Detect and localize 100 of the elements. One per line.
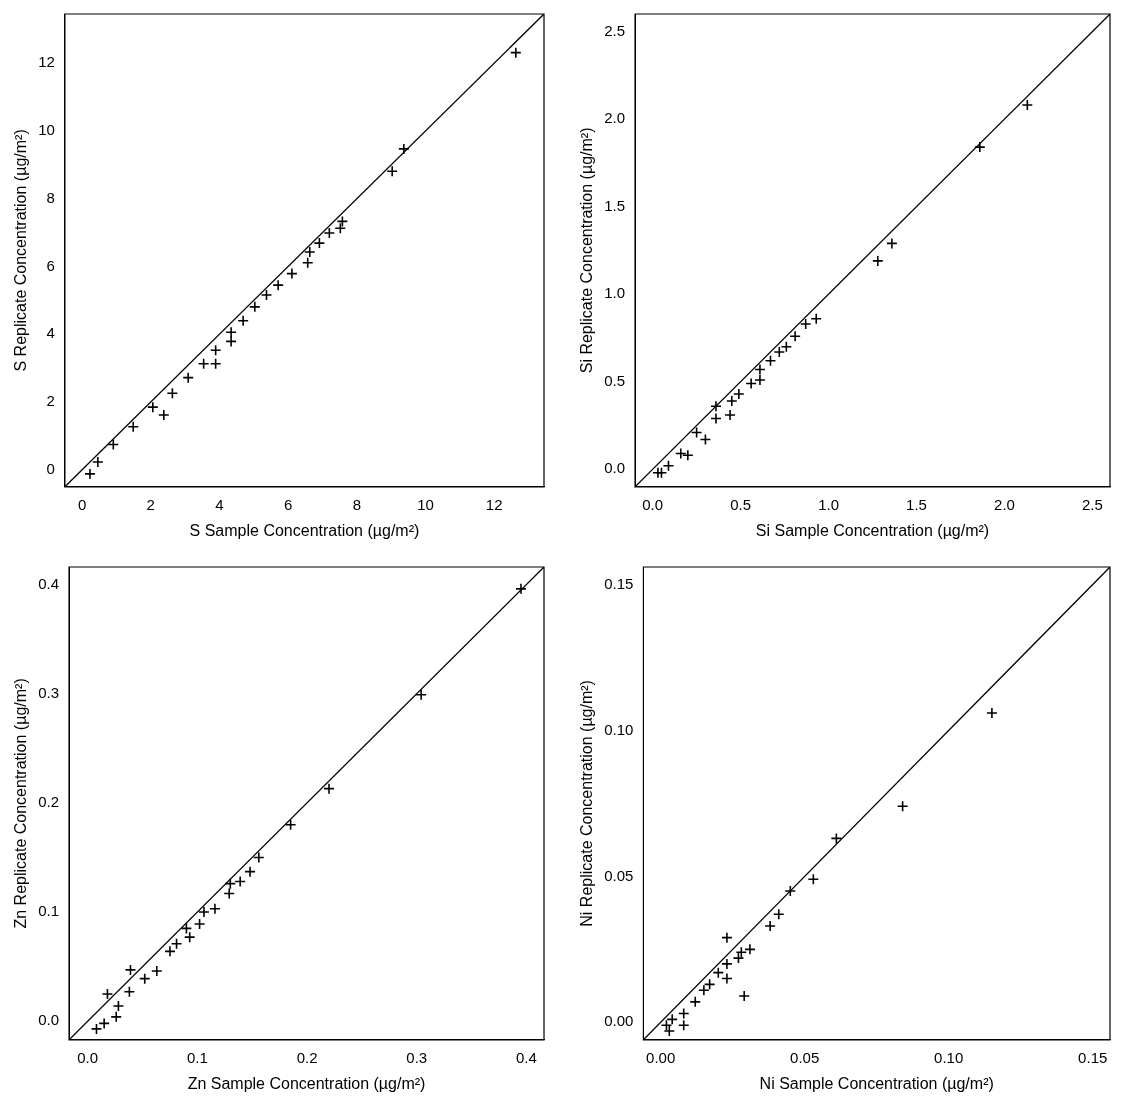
point	[724, 409, 736, 421]
y-tick-label: 0.5	[604, 371, 626, 389]
point	[284, 818, 297, 831]
y-tick-label: 12	[38, 53, 55, 71]
point	[515, 583, 527, 595]
y-tick-label: 4	[46, 324, 55, 342]
point	[225, 335, 237, 348]
point	[735, 946, 748, 959]
point	[336, 215, 349, 228]
x-tick-label: 12	[485, 495, 503, 513]
point	[733, 388, 745, 400]
x-tick-label: 6	[283, 495, 293, 513]
point	[710, 412, 722, 425]
x-axis-title: S Sample Concentration (µg/m²)	[189, 521, 420, 539]
x-tick-label: 0.15	[1078, 1048, 1108, 1066]
point	[147, 401, 159, 413]
point	[323, 227, 336, 239]
point	[209, 902, 221, 915]
point	[896, 800, 909, 813]
point	[223, 887, 235, 900]
point	[872, 255, 884, 267]
point	[689, 996, 702, 1008]
point	[789, 330, 801, 342]
y-tick-label: 0.3	[38, 683, 60, 701]
point	[386, 165, 398, 178]
point	[182, 371, 194, 384]
y-tick-label: 0.4	[38, 574, 60, 592]
point	[732, 952, 745, 964]
point	[986, 707, 998, 719]
point	[764, 920, 776, 932]
point	[784, 885, 797, 897]
point	[197, 357, 210, 370]
point	[744, 943, 756, 956]
point	[1021, 99, 1034, 111]
y-tick-label: 0.2	[38, 792, 60, 810]
y-axis-title: S Replicate Concentration (µg/m²)	[12, 129, 30, 372]
x-tick-label: 0.05	[790, 1048, 820, 1066]
point	[398, 143, 410, 155]
x-tick-label: 2.0	[994, 495, 1015, 513]
point	[677, 1007, 690, 1020]
y-tick-label: 10	[38, 121, 55, 139]
y-tick-label: 1.5	[604, 196, 626, 214]
point	[974, 141, 986, 153]
point	[662, 459, 675, 472]
point	[772, 908, 785, 921]
y-tick-label: 0	[46, 459, 55, 477]
point	[721, 972, 733, 985]
y-tick-label: 0.05	[604, 866, 634, 884]
point	[107, 438, 120, 451]
x-tick-label: 0.1	[186, 1048, 208, 1066]
y-tick-label: 1.0	[604, 284, 626, 302]
x-tick-label: 0.10	[934, 1048, 964, 1066]
point	[738, 990, 750, 1002]
point	[334, 222, 347, 234]
y-tick-label: 0.1	[38, 902, 60, 920]
point	[244, 865, 256, 878]
point	[303, 246, 316, 258]
point	[799, 318, 812, 330]
point	[652, 466, 664, 479]
y-tick-label: 2.0	[604, 109, 626, 127]
point	[124, 964, 137, 976]
point	[98, 1017, 110, 1030]
point	[726, 395, 738, 407]
y-tick-label: 0.0	[38, 1011, 60, 1029]
point	[101, 988, 114, 1000]
point	[313, 237, 326, 249]
point	[123, 985, 136, 998]
y-tick-label: 6	[46, 256, 55, 274]
point	[810, 312, 823, 325]
x-tick-label: 2	[146, 495, 155, 513]
point	[745, 377, 757, 390]
x-tick-label: 0.00	[646, 1048, 676, 1066]
point	[286, 267, 298, 280]
point	[323, 782, 335, 795]
point	[166, 387, 179, 400]
point	[698, 984, 710, 996]
x-tick-label: 8	[352, 495, 361, 513]
y-axis-title: Si Replicate Concentration (µg/m²)	[578, 127, 596, 374]
point	[92, 456, 104, 468]
x-tick-label: 0.0	[642, 495, 664, 513]
point	[710, 400, 722, 413]
x-tick-label: 0.3	[406, 1048, 428, 1066]
x-tick-label: 2.5	[1081, 495, 1103, 513]
point	[224, 877, 237, 890]
point	[180, 922, 193, 935]
point	[209, 357, 222, 370]
x-axis-title: Ni Sample Concentration (µg/m²)	[759, 1074, 994, 1092]
point	[764, 354, 777, 367]
y-tick-label: 0.15	[604, 574, 634, 592]
point	[301, 256, 314, 269]
point	[260, 289, 273, 301]
point	[151, 965, 163, 977]
point	[193, 918, 206, 930]
point	[754, 374, 766, 386]
point	[674, 447, 687, 460]
point	[183, 931, 196, 943]
point	[127, 421, 140, 433]
point	[138, 972, 151, 985]
x-tick-label: 0.5	[730, 495, 752, 513]
x-axis-title: Zn Sample Concentration (µg/m²)	[187, 1074, 426, 1092]
